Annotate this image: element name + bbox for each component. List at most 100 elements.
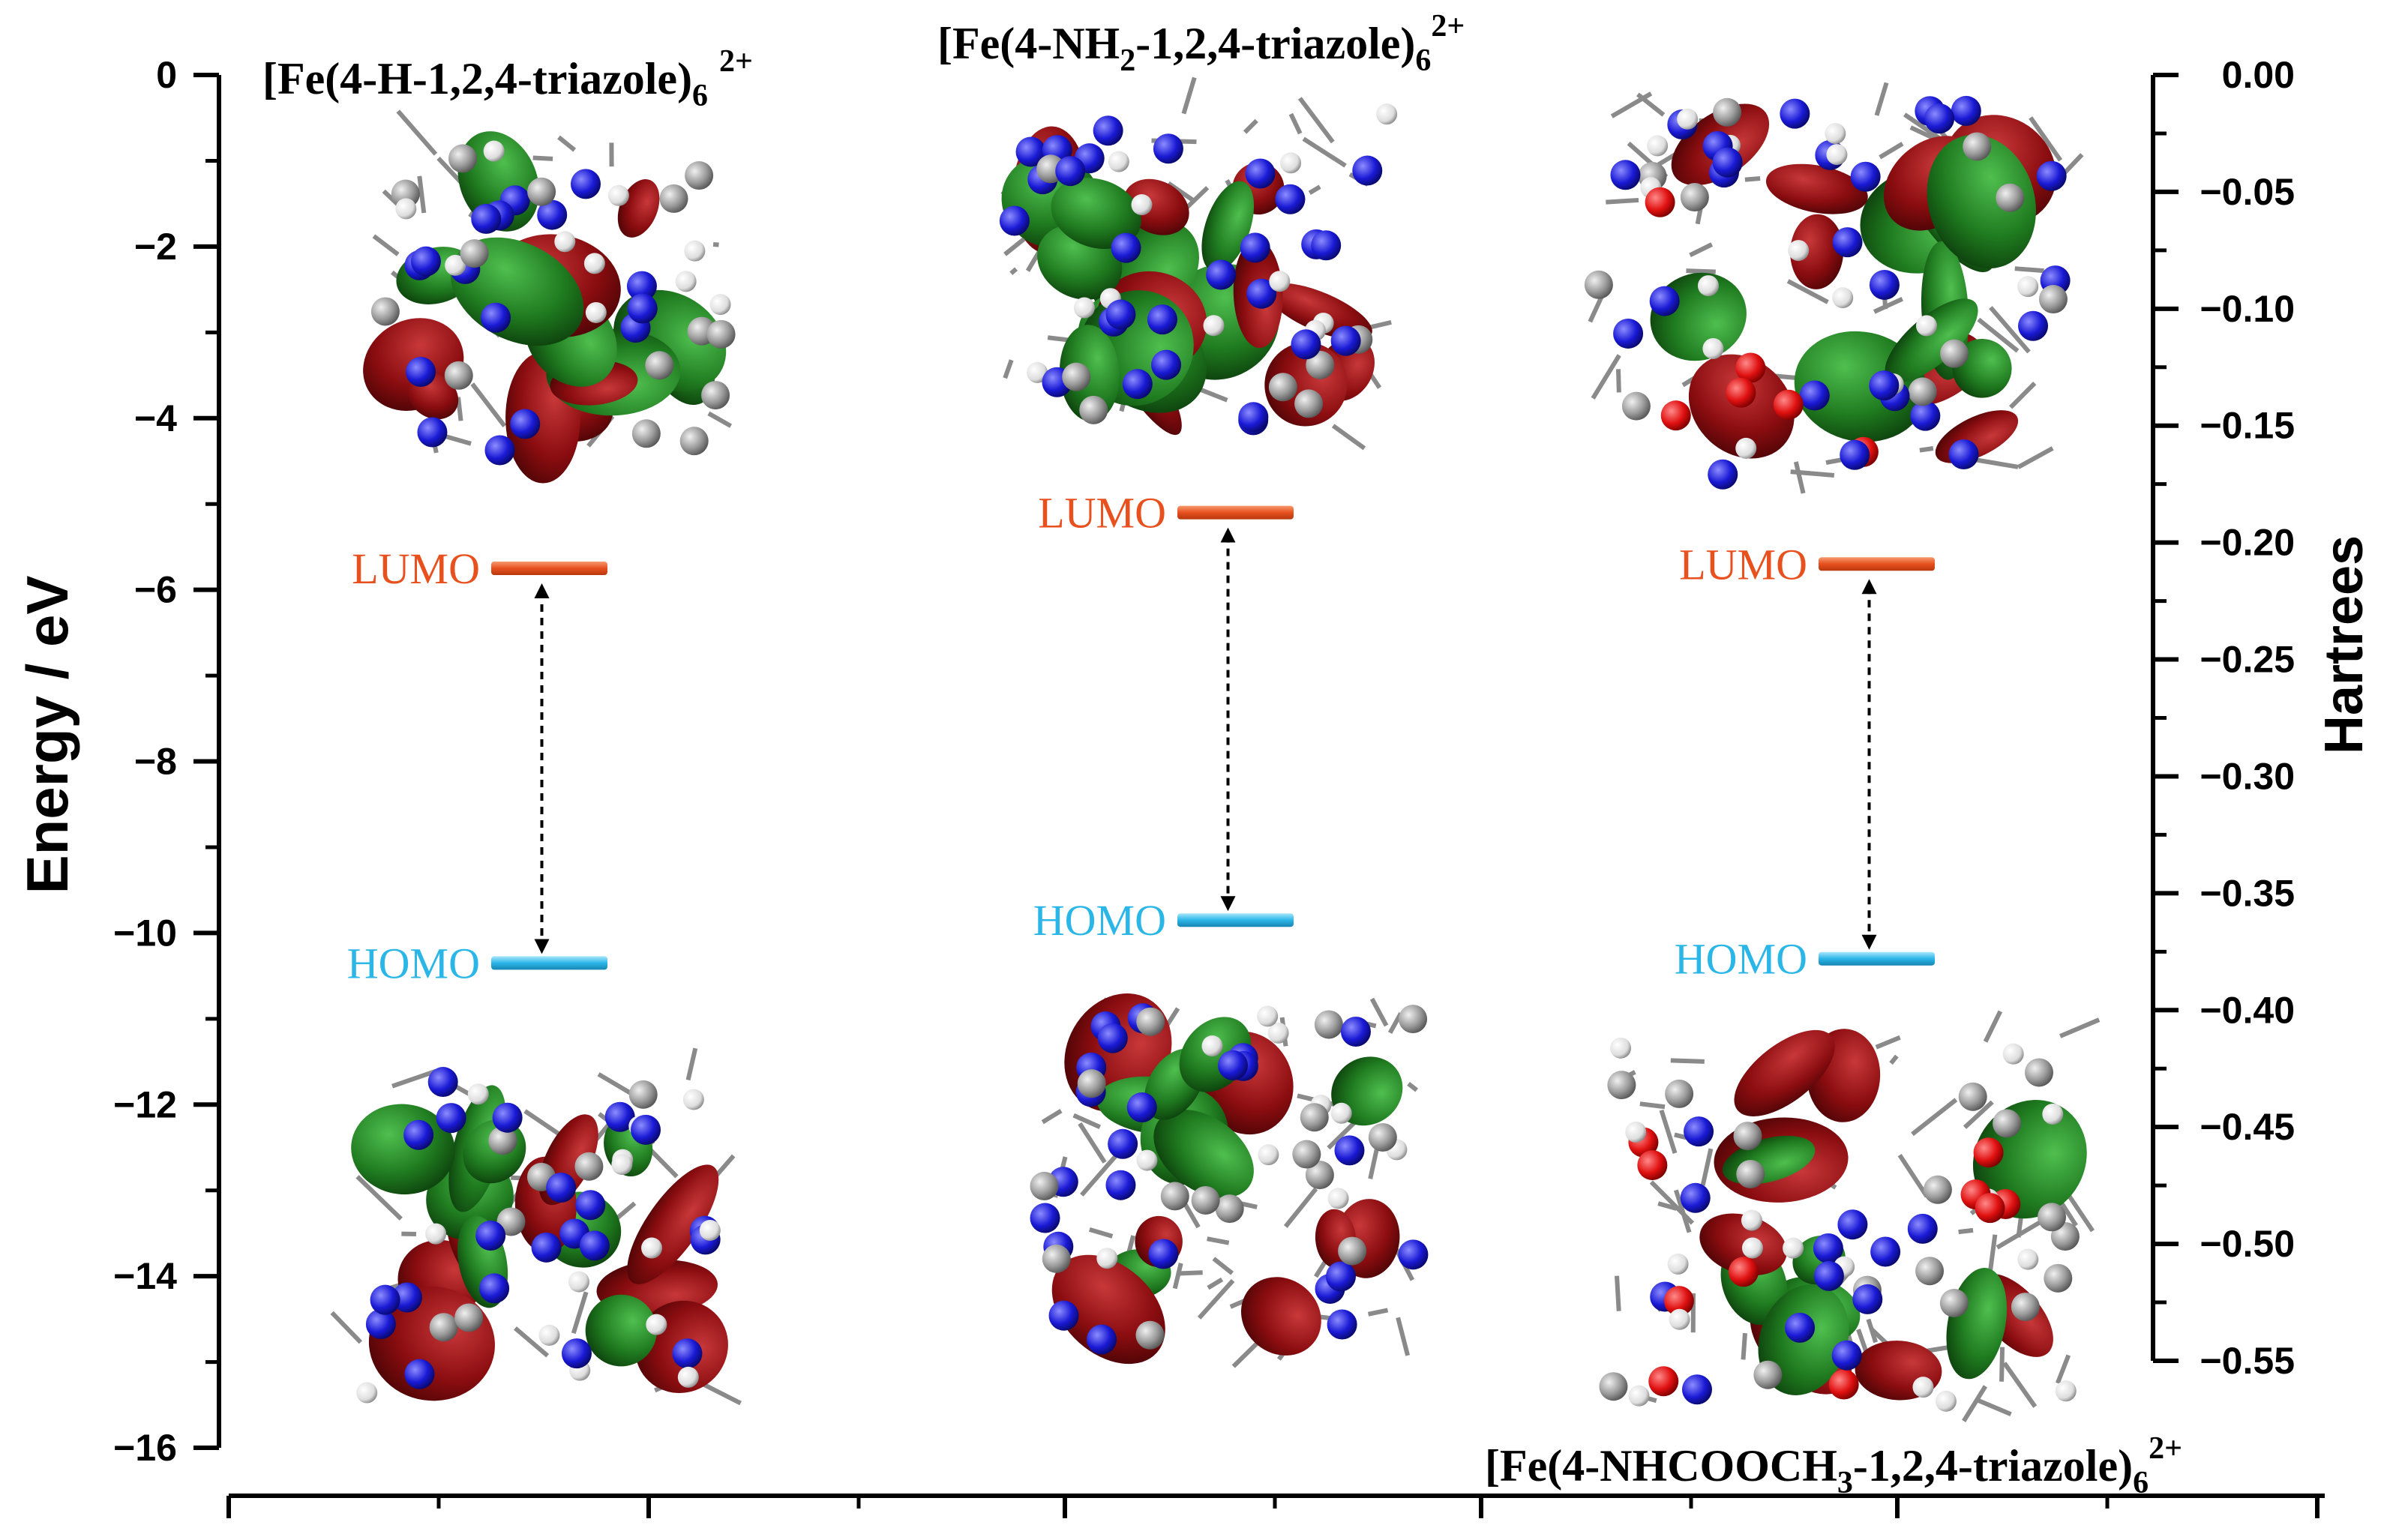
bond [1283, 1187, 1318, 1228]
hydrogen-atom [2017, 1248, 2039, 1270]
nitrogen-atom [1680, 1182, 1711, 1213]
hydrogen-atom [483, 140, 505, 162]
bond [396, 109, 438, 156]
hydrogen-atom [1702, 337, 1724, 359]
carbon-atom [628, 1080, 658, 1109]
hydrogen-atom [1327, 1188, 1349, 1209]
hydrogen-atom [1330, 1102, 1352, 1124]
nitrogen-atom [1334, 1135, 1365, 1166]
left-tick-label: 0 [156, 54, 177, 96]
nitrogen-atom [1831, 1340, 1862, 1371]
homo-label: HOMO [347, 939, 480, 987]
nitrogen-atom [1708, 459, 1738, 490]
left-axis-ticks: 0 −2 −4 −6 −8 −10 −12 −14 −16 [113, 54, 219, 1469]
nitrogen-atom [365, 1308, 396, 1339]
bond [1659, 1109, 1678, 1154]
bond [1975, 1398, 2012, 1417]
left-tick-label: −2 [134, 226, 177, 268]
right-tick-label: −0.45 [2200, 1106, 2295, 1148]
homo-level-bar [491, 956, 607, 970]
bond [1003, 236, 1027, 256]
carbon-atom [448, 144, 477, 173]
hydrogen-atom [1825, 123, 1846, 145]
nitrogen-atom [1352, 155, 1383, 186]
nitrogen-atom [1126, 1092, 1157, 1123]
lumo-level-bar [491, 562, 607, 576]
hydrogen-atom [1136, 1149, 1158, 1171]
compound-title-2-main-b: -1,2,4-triazole) [1135, 19, 1415, 68]
nitrogen-atom [1870, 1236, 1901, 1267]
orbital-lobe-positive [1885, 298, 1978, 383]
bond [330, 1311, 363, 1344]
carbon-atom [1939, 1288, 1969, 1317]
compound-title-1: [Fe(4-H-1,2,4-triazole)6 2+ [262, 44, 753, 113]
carbon-atom [2044, 1263, 2073, 1293]
orbital-lobe-positive [1051, 178, 1141, 249]
hydrogen-atom [1269, 271, 1291, 292]
nitrogen-atom [1246, 278, 1277, 309]
carbon-atom [701, 381, 730, 410]
nitrogen-atom [1850, 161, 1881, 192]
nitrogen-atom [1327, 1309, 1357, 1340]
nitrogen-atom [1813, 1233, 1843, 1263]
carbon-atom [1314, 1010, 1343, 1039]
oxygen-atom [1975, 1193, 2005, 1224]
bond [1172, 1263, 1183, 1290]
nitrogen-atom [1684, 1116, 1714, 1147]
orbital-cluster [999, 76, 1398, 451]
hydrogen-atom [709, 294, 731, 316]
nitrogen-atom [1240, 232, 1270, 263]
bond [1873, 296, 1904, 314]
lumo-level-bar [1819, 557, 1935, 571]
hydrogen-atom [538, 1324, 560, 1346]
nitrogen-atom [391, 1282, 422, 1313]
bond [1616, 369, 1621, 393]
oxygen-atom [1663, 1286, 1694, 1317]
hydrogen-atom [1783, 1237, 1804, 1259]
hydrogen-atom [1647, 135, 1669, 157]
bond [1367, 1308, 1389, 1317]
bond [1689, 242, 1714, 258]
oxygen-atom [1735, 352, 1766, 383]
orbital-cluster [363, 109, 736, 484]
bond [514, 1326, 550, 1358]
carbon-atom [1996, 183, 2025, 212]
nitrogen-atom [1681, 1374, 1712, 1405]
right-tick-label: −0.15 [2200, 405, 2295, 447]
nitrogen-atom [575, 1190, 606, 1221]
oxygen-atom [1637, 1150, 1668, 1181]
carbon-atom [1665, 1079, 1694, 1108]
nitrogen-atom [2036, 160, 2067, 191]
compound-title-3: [Fe(4-NHCOOCH3-1,2,4-triazole)62+ [1485, 1431, 2182, 1500]
bond [1744, 176, 1761, 182]
carbon-atom [679, 427, 709, 456]
nitrogen-atom [579, 1230, 610, 1261]
bond [1288, 112, 1303, 135]
hydrogen-atom [1073, 297, 1095, 319]
bond [1670, 1058, 1705, 1064]
compound-title-2: [Fe(4-NH2-1,2,4-triazole)62+ [937, 9, 1465, 78]
hydrogen-atom [1915, 315, 1937, 337]
bond [1911, 1098, 1958, 1137]
hydrogen-atom [445, 254, 466, 276]
bond [2017, 446, 2054, 469]
carbon-atom [574, 1152, 604, 1181]
hydrogen-atom [1096, 1248, 1118, 1269]
nitrogen-atom [627, 293, 658, 324]
hydrogen-atom [1201, 1035, 1223, 1057]
bond [1615, 1275, 1621, 1311]
left-tick-label: −4 [134, 397, 177, 439]
nitrogen-atom [1148, 1239, 1179, 1269]
bond [470, 382, 507, 428]
lumo-label: LUMO [1038, 489, 1166, 538]
nitrogen-atom [1852, 1284, 1883, 1314]
compound-title-3-sub: 6 [2133, 1466, 2149, 1500]
bond [1606, 197, 1639, 205]
bond [1297, 97, 1335, 144]
carbon-atom [2025, 1058, 2054, 1087]
bond [1786, 279, 1829, 304]
bond [1003, 359, 1014, 379]
bond [1243, 118, 1258, 134]
bond [1700, 1148, 1714, 1186]
